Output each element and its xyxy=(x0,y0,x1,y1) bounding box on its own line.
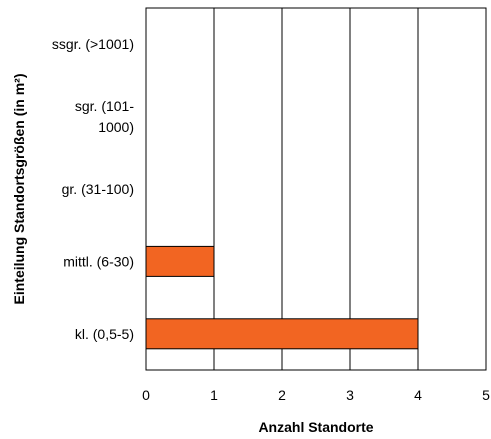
x-tick-labels: 0 1 2 3 4 5 xyxy=(142,387,490,403)
x-axis-title: Anzahl Standorte xyxy=(258,419,373,435)
x-tick-label: 2 xyxy=(278,387,286,403)
bars xyxy=(145,245,419,350)
bar-1 xyxy=(145,245,215,277)
y-tick-label: sgr. (101- xyxy=(75,98,134,114)
x-tick-label: 0 xyxy=(142,387,150,403)
y-axis-title: Einteilung Standortsgrößen (in m²) xyxy=(11,74,27,305)
bar-0 xyxy=(145,318,419,350)
y-tick-label: kl. (0,5-5) xyxy=(75,326,134,342)
plot-frame xyxy=(145,7,487,371)
y-tick-labels: kl. (0,5-5) mittl. (6-30) gr. (31-100) sgr.… xyxy=(52,36,134,342)
y-tick-label: mittl. (6-30) xyxy=(63,253,134,269)
y-tick-label: 1000) xyxy=(98,119,134,135)
gridlines xyxy=(213,8,419,370)
x-tick-label: 5 xyxy=(482,387,490,403)
x-tick-label: 1 xyxy=(210,387,218,403)
y-tick-label: gr. (31-100) xyxy=(62,181,134,197)
x-tick-label: 3 xyxy=(346,387,354,403)
x-tick-label: 4 xyxy=(414,387,422,403)
y-tick-label: ssgr. (>1001) xyxy=(52,36,134,52)
